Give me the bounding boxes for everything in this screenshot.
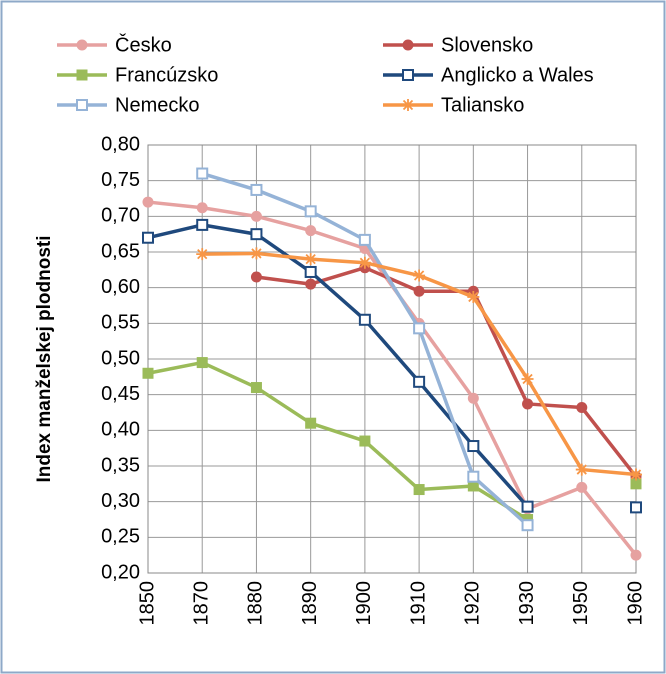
legend-label: Nemecko [115, 94, 199, 116]
x-tick-label: 1950 [570, 581, 592, 626]
y-tick-label: 0,65 [101, 240, 140, 262]
marker [305, 417, 317, 429]
x-tick-label: 1880 [245, 581, 267, 626]
legend-label: Taliansko [441, 94, 524, 116]
marker [142, 231, 154, 244]
marker [630, 478, 642, 490]
marker [196, 218, 209, 231]
y-tick-label: 0,25 [101, 526, 140, 548]
legend-marker [402, 99, 414, 111]
marker [630, 549, 642, 561]
marker [304, 265, 317, 278]
marker [142, 196, 154, 208]
marker [521, 519, 534, 532]
marker [413, 484, 425, 496]
legend-marker [76, 69, 88, 81]
marker [576, 481, 588, 493]
y-tick-label: 0,30 [101, 490, 140, 512]
legend-label: Francúzsko [115, 64, 218, 86]
marker [250, 183, 263, 196]
marker [467, 290, 480, 303]
marker [575, 463, 588, 476]
marker [413, 375, 426, 388]
x-tick-label: 1870 [191, 581, 213, 626]
legend-label: Anglicko a Wales [441, 64, 594, 86]
marker [250, 228, 263, 241]
marker [522, 398, 534, 410]
y-tick-label: 0,40 [101, 419, 140, 441]
marker [358, 313, 371, 326]
y-tick-label: 0,70 [101, 205, 140, 227]
marker [630, 501, 642, 514]
marker [467, 392, 479, 404]
marker [358, 233, 371, 246]
marker [304, 253, 317, 266]
marker [413, 322, 426, 335]
marker [250, 382, 262, 394]
marker [576, 402, 588, 414]
series-line [147, 360, 529, 521]
marker [250, 271, 262, 283]
y-tick-label: 0,55 [101, 312, 140, 334]
marker [358, 256, 371, 269]
y-tick-label: 0,35 [101, 454, 140, 476]
marker [196, 357, 208, 369]
marker [196, 202, 208, 214]
y-tick-label: 0,60 [101, 276, 140, 298]
legend-marker [76, 99, 88, 111]
x-tick-label: 1910 [407, 581, 429, 626]
marker [359, 435, 371, 447]
y-tick-label: 0,75 [101, 169, 140, 191]
marker [413, 269, 426, 282]
x-tick-label: 1890 [299, 581, 321, 626]
marker [305, 278, 317, 290]
marker [305, 225, 317, 237]
marker [142, 367, 154, 379]
legend-label: Slovensko [441, 34, 533, 56]
x-tick-label: 1930 [516, 581, 538, 626]
legend-label: Česko [115, 33, 172, 56]
marker [630, 468, 642, 481]
marker [196, 167, 209, 180]
marker [467, 440, 480, 453]
series-line [147, 223, 529, 508]
x-tick-label: 1900 [353, 581, 375, 626]
marker [196, 248, 209, 261]
marker [304, 205, 317, 218]
y-axis-label: Index manželskej plodnosti [34, 235, 55, 482]
y-tick-label: 0,20 [101, 561, 140, 583]
y-tick-label: 0,45 [101, 383, 140, 405]
y-tick-label: 0,80 [101, 133, 140, 155]
marker [413, 285, 425, 297]
y-tick-label: 0,50 [101, 347, 140, 369]
x-tick-label: 1920 [462, 581, 484, 626]
legend-marker [402, 69, 414, 81]
x-tick-label: 1850 [136, 581, 158, 626]
marker [250, 210, 262, 222]
legend-marker [402, 39, 414, 51]
marker [467, 470, 480, 483]
x-tick-label: 1960 [624, 581, 646, 626]
marker [521, 500, 534, 513]
marker [467, 480, 479, 492]
plot-frame [147, 144, 637, 574]
legend-marker [76, 39, 88, 51]
marker [521, 372, 534, 385]
marker [250, 247, 263, 260]
